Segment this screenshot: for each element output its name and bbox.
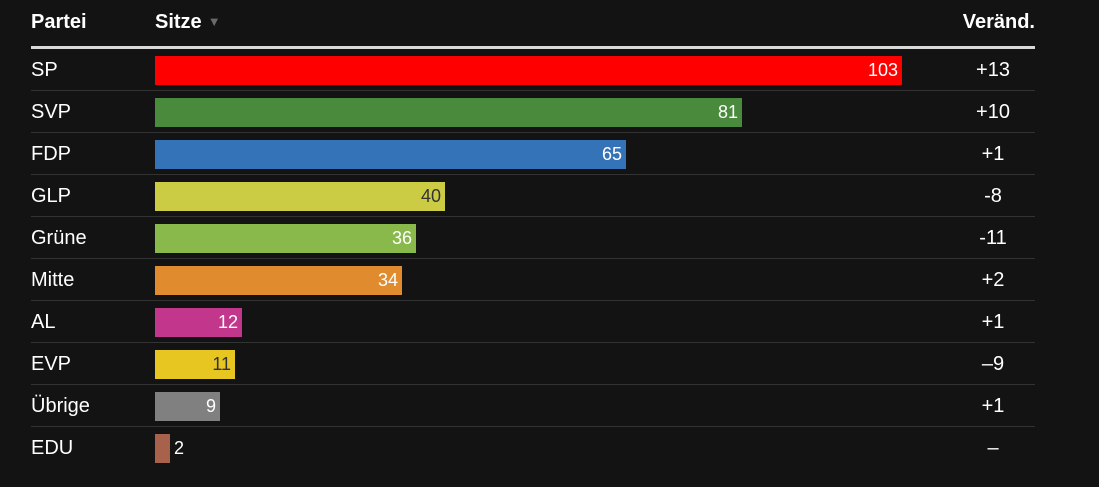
party-name: Mitte (31, 269, 75, 291)
seat-value-label: 103 (867, 60, 898, 80)
seat-value-label: 40 (420, 186, 441, 206)
table-row: EVP 11 –9 (31, 343, 1035, 385)
table-row: GLP 40 -8 (31, 175, 1035, 217)
seat-value-label: 65 (601, 144, 622, 164)
seat-value-label: 11 (212, 354, 231, 374)
seat-bar (155, 266, 402, 295)
seat-change: +1 (981, 311, 1005, 333)
seat-value-label: 9 (205, 396, 216, 416)
seat-bar (155, 98, 742, 127)
bar-track: 9 (155, 392, 902, 421)
bar-track: 40 (155, 182, 902, 211)
sort-down-icon[interactable]: ▼ (207, 14, 221, 29)
bar-track: 36 (155, 224, 902, 253)
bar-track: 81 (155, 98, 902, 127)
column-header-party: Partei (31, 11, 87, 33)
bar-track: 103 (155, 56, 902, 85)
seat-value-label: 2 (174, 438, 185, 458)
column-header-seats[interactable]: Sitze ▼ (155, 10, 221, 36)
table-row: SVP 81 +10 (31, 91, 1035, 133)
table-row: EDU 2 – (31, 427, 1035, 468)
seat-bar (155, 182, 445, 211)
seat-change: -8 (984, 185, 1002, 207)
party-name: Grüne (31, 227, 87, 249)
seat-value-label: 12 (217, 312, 238, 332)
party-name: SP (31, 59, 58, 81)
seat-value-label: 36 (391, 228, 412, 248)
seat-bar (155, 56, 902, 85)
party-name: EVP (31, 353, 72, 375)
table-header: Partei Sitze ▼ Veränd. (31, 0, 1035, 49)
seat-change: -11 (979, 227, 1007, 249)
seat-bar (155, 392, 220, 421)
results-table: Partei Sitze ▼ Veränd. SP 103 +13 SVP 81 +10 FD… (31, 0, 1035, 468)
seat-change: +1 (981, 143, 1005, 165)
seat-bar (155, 350, 235, 379)
table-row: AL 12 +1 (31, 301, 1035, 343)
seat-value-label: 81 (717, 102, 738, 122)
party-name: SVP (31, 101, 72, 123)
bar-track: 12 (155, 308, 902, 337)
party-name: AL (31, 311, 56, 333)
table-row: Übrige 9 +1 (31, 385, 1035, 427)
table-row: Grüne 36 -11 (31, 217, 1035, 259)
seat-change: +1 (981, 395, 1005, 417)
party-name: FDP (31, 143, 71, 165)
seat-change: +2 (981, 269, 1005, 291)
seat-bar (155, 308, 242, 337)
seat-change: – (987, 437, 999, 459)
column-header-change: Veränd. (962, 11, 1035, 33)
bar-track: 2 (155, 434, 902, 463)
party-name: EDU (31, 437, 74, 459)
seat-bar (155, 434, 170, 463)
party-name: Übrige (31, 395, 90, 417)
bar-track: 34 (155, 266, 902, 295)
seat-change: –9 (981, 353, 1005, 375)
table-body: SP 103 +13 SVP 81 +10 FDP 65 +1 GLP 40 -8 Grüne 36 -11… (31, 49, 1035, 468)
table-row: FDP 65 +1 (31, 133, 1035, 175)
seat-change: +13 (976, 59, 1010, 81)
table-row: SP 103 +13 (31, 49, 1035, 91)
column-header-seats-label: Sitze (155, 11, 202, 33)
seat-value-label: 34 (377, 270, 398, 290)
party-name: GLP (31, 185, 72, 207)
seat-bar (155, 224, 416, 253)
seat-change: +10 (976, 101, 1010, 123)
bar-track: 65 (155, 140, 902, 169)
table-row: Mitte 34 +2 (31, 259, 1035, 301)
seat-bar (155, 140, 626, 169)
bar-track: 11 (155, 350, 902, 379)
